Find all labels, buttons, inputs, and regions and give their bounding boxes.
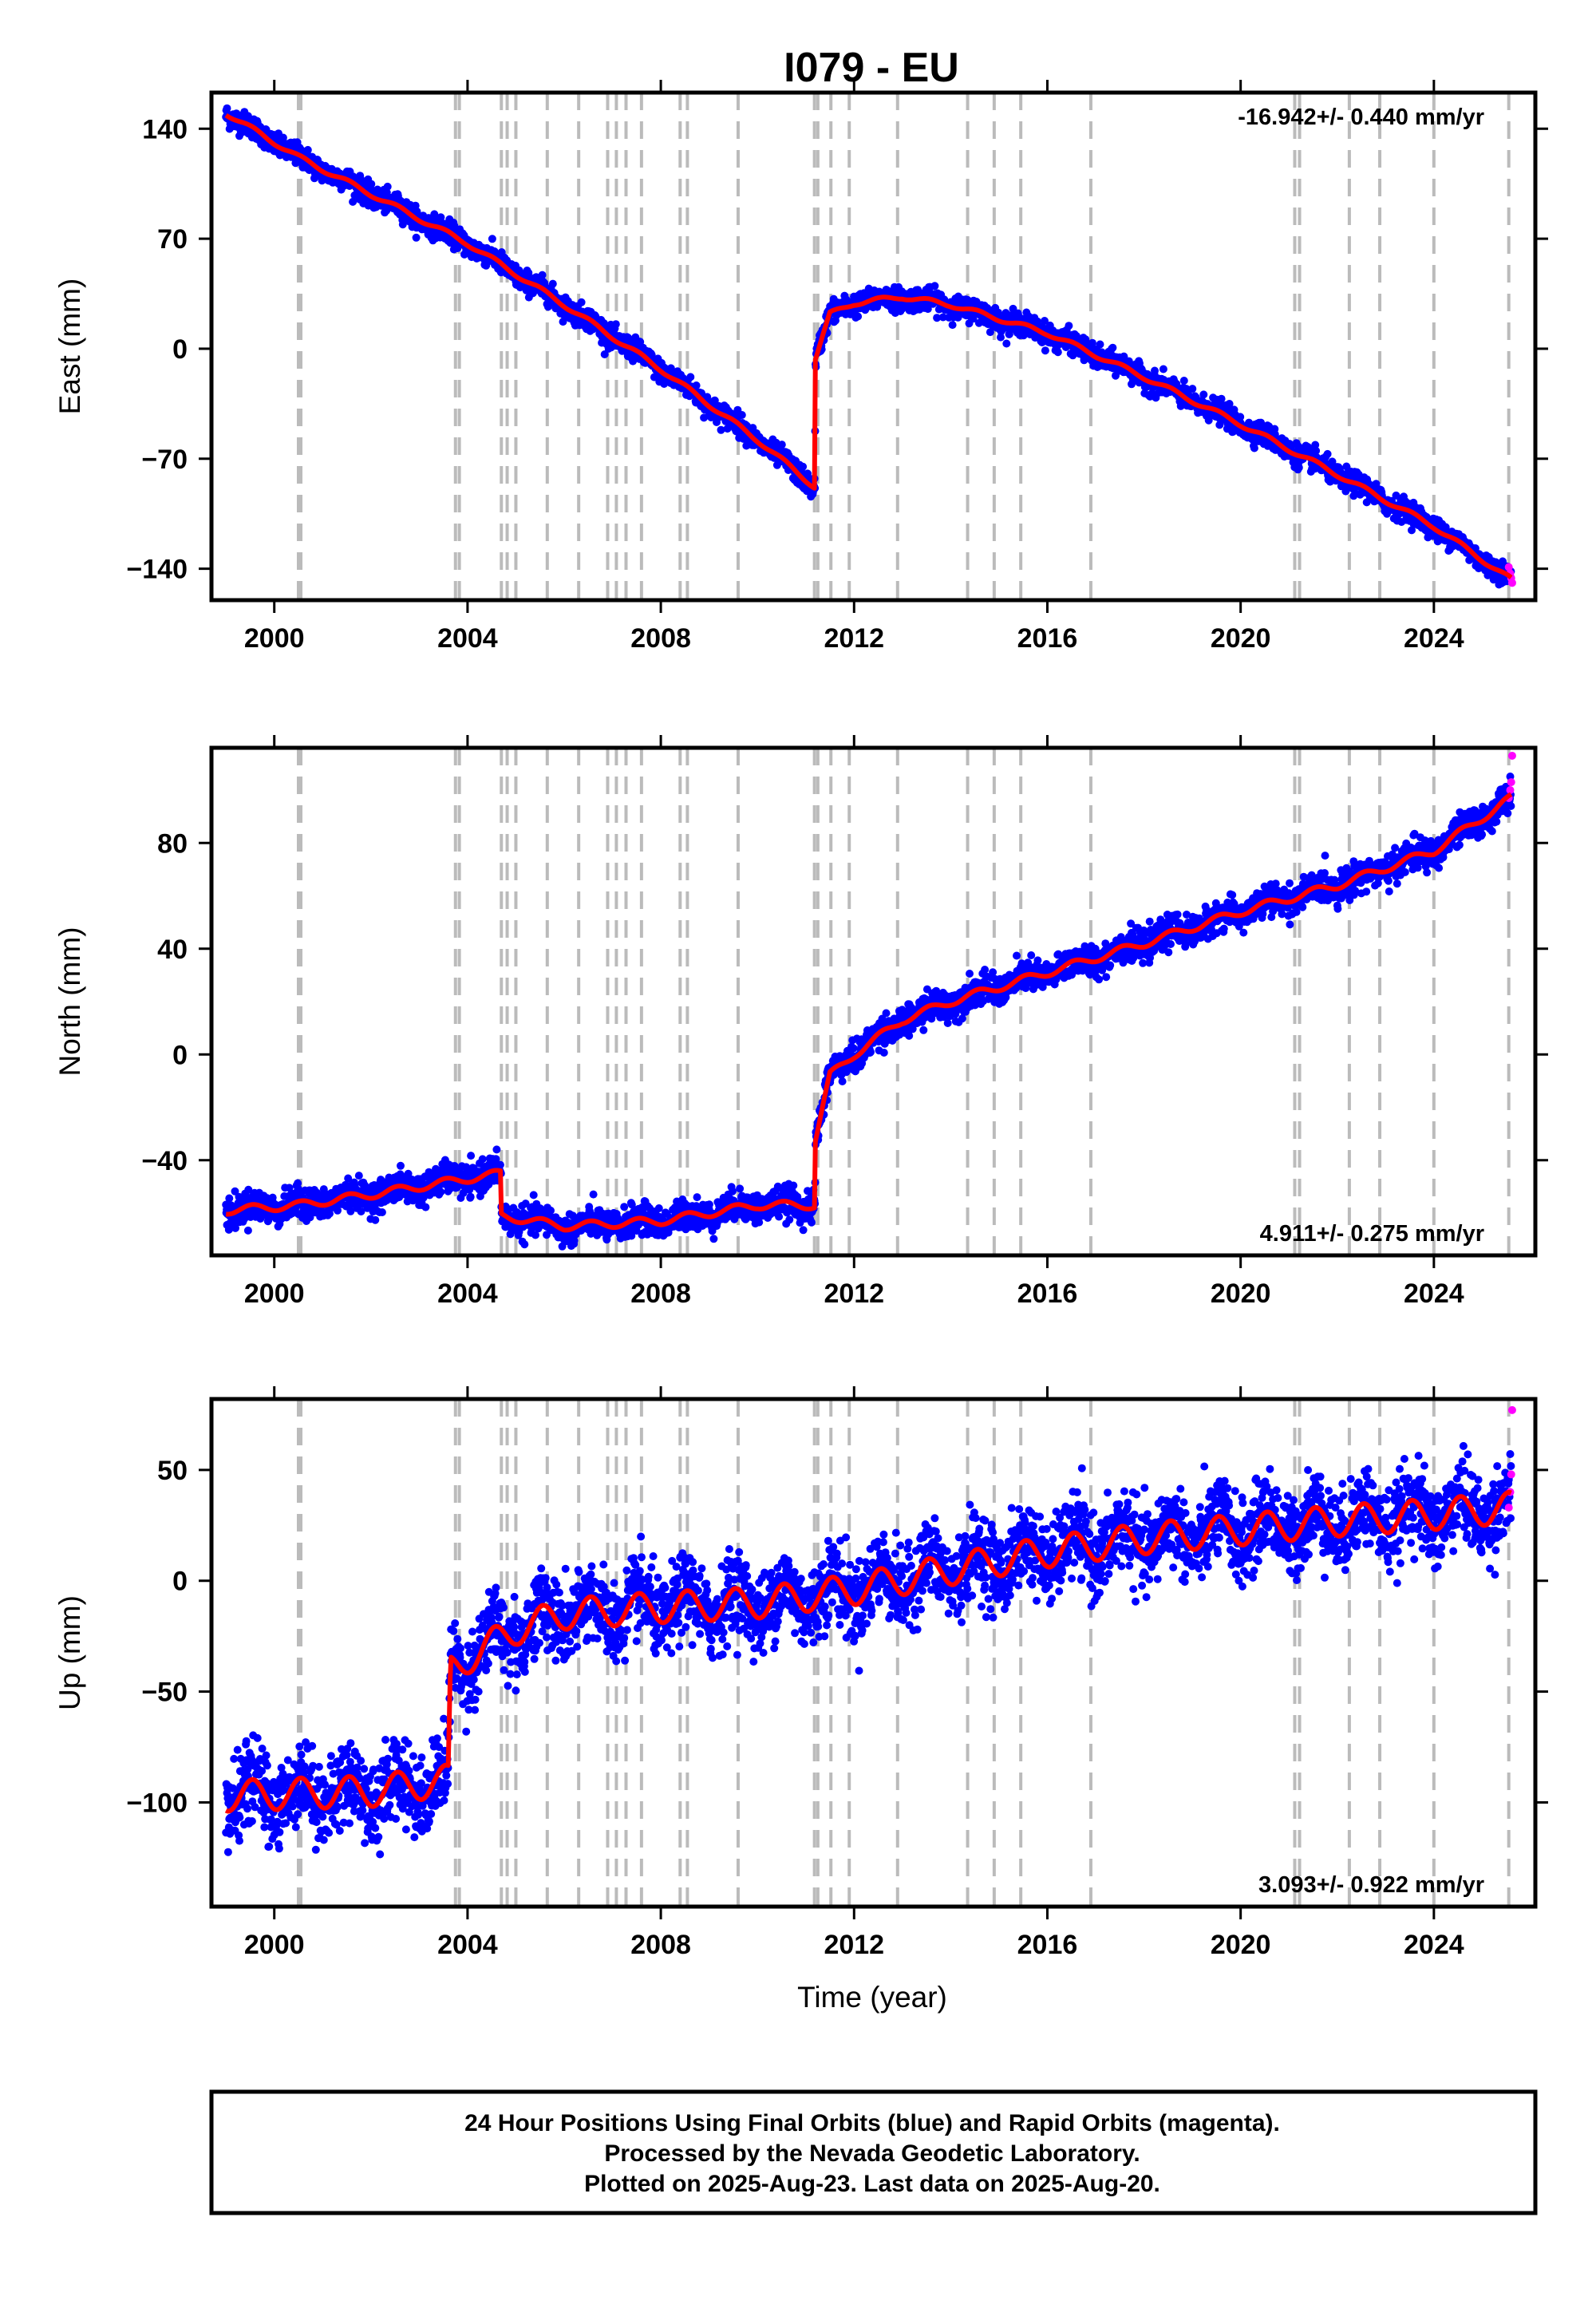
- east-data-point: [1108, 343, 1117, 352]
- north-data-point: [547, 1206, 555, 1215]
- east-data-point: [223, 104, 231, 113]
- east-y-axis-label: East (mm): [53, 279, 86, 415]
- east-data-point: [1041, 317, 1049, 325]
- north-data-point: [620, 1203, 629, 1211]
- east-model-curve: [224, 113, 1513, 580]
- east-data-point: [1179, 377, 1188, 385]
- east-event-lines: [296, 93, 1511, 600]
- east-data-point: [1002, 339, 1011, 348]
- east-data-point: [1159, 365, 1167, 373]
- east-panel: 2000 2004 2008 2012 2016 2020 2024 −140 −70 0 70 14…: [53, 80, 1548, 654]
- east-x-tick-label: 2024: [1404, 623, 1464, 654]
- east-data-point: [710, 396, 719, 405]
- east-x-tick-label: 2008: [630, 623, 691, 654]
- figure-title: I079 - EU: [784, 45, 959, 91]
- east-data-point: [1041, 346, 1049, 355]
- east-x-tick-label: 2016: [1017, 623, 1078, 654]
- east-plot-frame: [209, 90, 1538, 603]
- east-y-tick-label: 140: [142, 114, 188, 144]
- east-x-tick-label: 2000: [244, 623, 305, 654]
- east-data-point: [279, 133, 287, 142]
- east-data-point: [692, 381, 701, 389]
- east-data-point: [777, 441, 786, 449]
- east-y-tick-label: 70: [157, 224, 188, 255]
- north-data-point: [466, 1192, 475, 1201]
- north-data-point: [421, 1203, 430, 1211]
- east-y-tick-label: −70: [141, 445, 188, 475]
- east-x-tick-label: 2020: [1211, 623, 1271, 654]
- north-data-point: [243, 1226, 252, 1235]
- east-data-point: [1151, 366, 1159, 375]
- east-data-point: [717, 425, 725, 434]
- east-data-point: [383, 182, 392, 191]
- north-data-point: [371, 1215, 380, 1224]
- east-data-point: [488, 235, 496, 243]
- east-data-point: [548, 279, 557, 288]
- east-x-tick-label: 2004: [437, 623, 498, 654]
- east-final-orbit-points: [222, 104, 1515, 589]
- east-data-point: [577, 298, 586, 306]
- east-data-point: [854, 312, 863, 321]
- east-data-point: [686, 373, 695, 381]
- east-data-point: [1188, 385, 1197, 393]
- north-data-point: [492, 1145, 501, 1154]
- east-data-point: [303, 145, 312, 154]
- east-data-point: [1217, 394, 1226, 403]
- east-model-line: [224, 113, 1513, 580]
- east-data-point: [948, 321, 957, 330]
- north-data-point: [478, 1155, 487, 1164]
- east-data-point: [1065, 322, 1073, 330]
- north-data-point: [496, 1160, 504, 1169]
- east-data-point: [799, 462, 808, 471]
- north-data-point: [693, 1193, 701, 1202]
- east-data-point: [1294, 463, 1303, 472]
- east-x-tick-label: 2012: [824, 623, 884, 654]
- east-data-point: [1250, 444, 1258, 453]
- east-y-tick-label: −140: [126, 555, 188, 585]
- east-data-point: [1053, 348, 1062, 357]
- north-final-orbit-points: [222, 773, 1515, 1251]
- north-data-point: [529, 1191, 538, 1199]
- east-data-point: [933, 314, 942, 322]
- east-data-point: [599, 319, 608, 327]
- east-data-point: [611, 320, 620, 329]
- east-data-point: [938, 313, 947, 322]
- north-data-point: [354, 1172, 363, 1180]
- east-y-tick-label: 0: [172, 334, 188, 365]
- east-rate-label: -16.942+/- 0.440 mm/yr: [1238, 105, 1484, 130]
- east-data-point: [1225, 400, 1234, 408]
- east-data-point: [629, 357, 638, 366]
- east-data-point: [1199, 390, 1208, 399]
- north-data-point: [467, 1152, 476, 1160]
- east-axes: 2000 2004 2008 2012 2016 2020 2024 −140 −70 0 70 14…: [126, 80, 1548, 654]
- north-data-point: [377, 1208, 386, 1216]
- north-data-point: [589, 1190, 598, 1199]
- east-data-point: [666, 364, 675, 373]
- north-data-point: [654, 1204, 663, 1212]
- north-data-point: [705, 1200, 713, 1209]
- north-data-point: [437, 1188, 445, 1196]
- east-data-point: [1323, 449, 1332, 458]
- north-data-point: [520, 1240, 529, 1249]
- east-data-point: [930, 282, 939, 290]
- east-data-point: [1096, 340, 1104, 349]
- east-data-point: [412, 233, 421, 242]
- east-data-point: [997, 333, 1005, 342]
- north-data-point: [397, 1161, 405, 1170]
- east-data-point: [737, 411, 746, 419]
- east-data-point: [367, 180, 376, 188]
- north-data-point: [225, 1194, 234, 1203]
- east-data-point: [538, 271, 547, 279]
- east-rapid-point: [1507, 579, 1516, 587]
- east-data-point: [700, 413, 709, 422]
- east-data-point: [600, 350, 609, 358]
- east-data-point: [349, 197, 358, 206]
